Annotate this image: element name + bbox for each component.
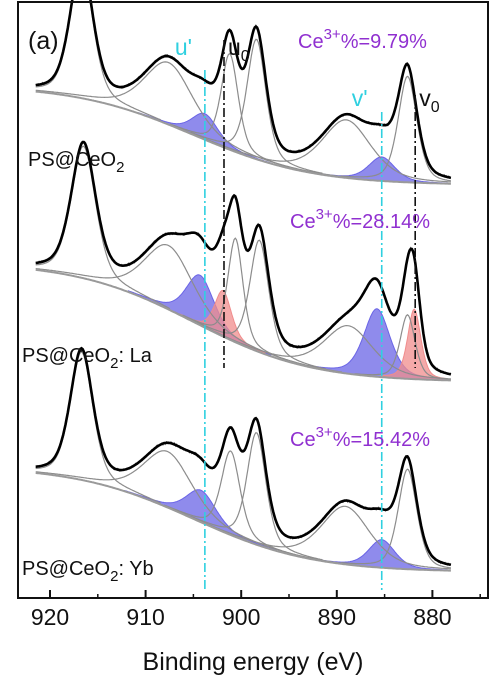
reference-lines-group bbox=[204, 40, 416, 590]
sample-label-main: PS@CeO bbox=[22, 345, 110, 367]
component-peak-2-2 bbox=[35, 244, 343, 373]
peak-label-base: v bbox=[419, 85, 431, 111]
peak-label-base: u bbox=[228, 34, 241, 60]
peak-label-4: v0 bbox=[419, 85, 440, 116]
x-axis-ticks: 920 910 900 890 880 bbox=[31, 590, 481, 630]
x-tick-label-5: 880 bbox=[413, 604, 451, 630]
sample-label-2: PS@CeO2: La bbox=[22, 345, 153, 372]
sample-label-main: PS@CeO bbox=[22, 558, 110, 580]
sample-label-3: PS@CeO2: Yb bbox=[22, 558, 154, 585]
x-tick-label-2: 910 bbox=[126, 604, 164, 630]
component-peak-1-2 bbox=[35, 61, 343, 178]
x-axis-title: Binding energy (eV) bbox=[143, 648, 364, 676]
component-peak-3-3 bbox=[163, 450, 298, 556]
peak-label-sub: 0 bbox=[431, 99, 440, 116]
sample-label-1: PS@CeO2 bbox=[28, 149, 124, 176]
background-line-2 bbox=[35, 268, 451, 382]
x-tick-label-1: 920 bbox=[31, 604, 69, 630]
ce3-percent-label-1: Ce3+%=9.79% bbox=[298, 26, 427, 53]
ce3-label-value: %=15.42% bbox=[333, 429, 431, 451]
component-peak-2-6 bbox=[354, 314, 451, 380]
sample-label-main: PS@CeO bbox=[28, 149, 116, 171]
ce3-percent-label-2: Ce3+%=28.14% bbox=[290, 206, 430, 233]
sample-label-sub: 2 bbox=[110, 568, 118, 585]
ce3-label-base: Ce bbox=[298, 31, 324, 53]
ce3-label-sup: 3+ bbox=[316, 424, 333, 441]
peak-label-1: u' bbox=[175, 34, 192, 60]
sample-label-sub: 2 bbox=[116, 159, 124, 176]
ce3-label-sup: 3+ bbox=[324, 26, 341, 43]
peak-label-base: u' bbox=[175, 34, 192, 60]
plot-frame bbox=[17, 1, 489, 599]
x-tick-label-3: 900 bbox=[222, 604, 260, 630]
component-peak-1-5 bbox=[173, 119, 451, 183]
component-peak-3-5 bbox=[171, 505, 451, 570]
component-peak-1-4 bbox=[190, 38, 323, 174]
peak-label-base: v' bbox=[352, 85, 368, 111]
sample-label-suffix: : Yb bbox=[118, 558, 153, 580]
peak-label-sub: 0 bbox=[241, 48, 250, 65]
peak-label-3: v' bbox=[352, 85, 368, 111]
ce3-label-sup: 3+ bbox=[316, 206, 333, 223]
ce3-percent-label-3: Ce3+%=15.42% bbox=[290, 424, 430, 451]
panel-label: (a) bbox=[28, 27, 59, 55]
ce3-label-value: %=9.79% bbox=[341, 31, 427, 53]
ce3-label-base: Ce bbox=[290, 211, 316, 233]
component-peak-1-6 bbox=[340, 75, 452, 182]
ce3-label-value: %=28.14% bbox=[333, 211, 431, 233]
component-peak-3-4 bbox=[190, 431, 323, 561]
x-tick-label-4: 890 bbox=[318, 604, 356, 630]
peak-label-2: u0 bbox=[228, 34, 250, 65]
sample-label-suffix: : La bbox=[118, 345, 152, 367]
ce3-label-base: Ce bbox=[290, 429, 316, 451]
sample-label-sub: 2 bbox=[110, 355, 118, 372]
component-peak-2-4 bbox=[192, 239, 327, 370]
component-peak-3-6 bbox=[340, 468, 452, 569]
component-peak-1-3 bbox=[169, 52, 290, 168]
